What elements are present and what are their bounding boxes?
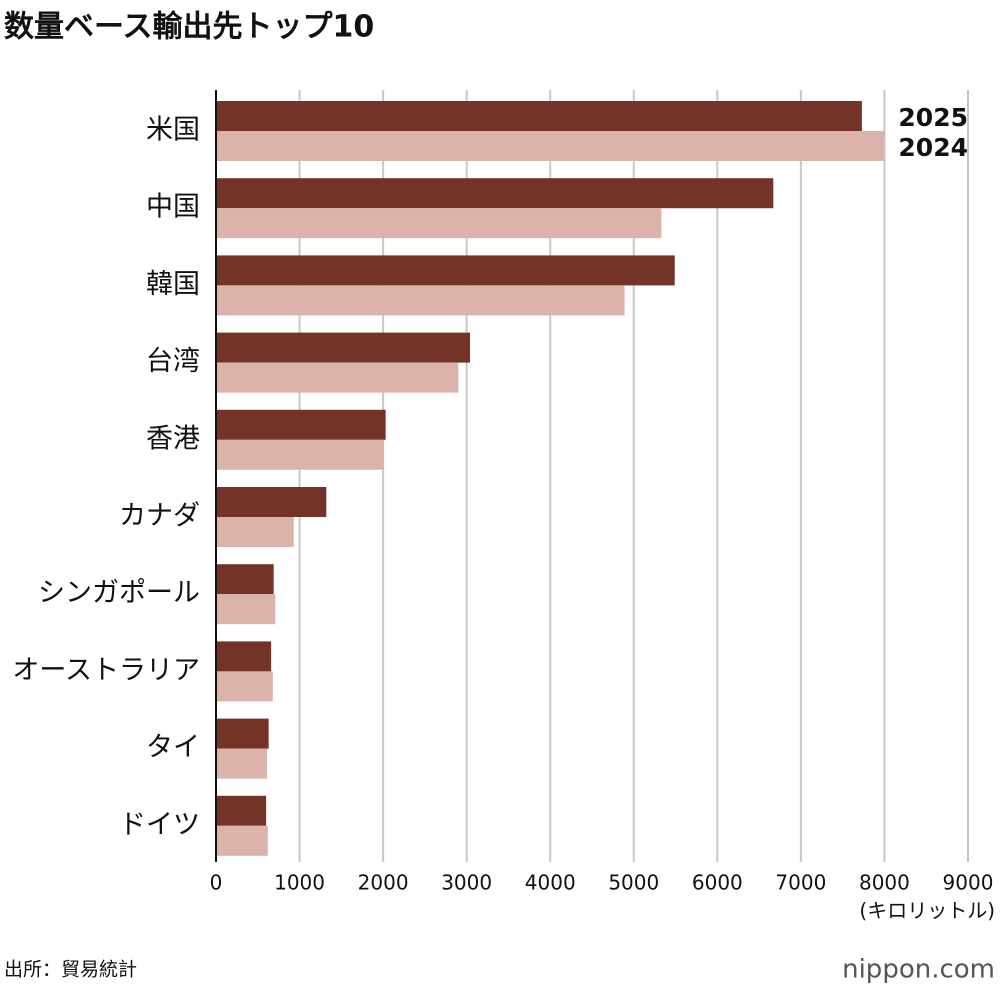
bar — [216, 718, 269, 749]
x-tick-label: 1000 — [274, 871, 325, 895]
x-tick-label: 4000 — [525, 871, 576, 895]
bar — [216, 255, 675, 286]
y-tick-label: タイ — [146, 732, 200, 763]
y-tick-label: 香港 — [146, 423, 200, 454]
x-tick-label: 8000 — [859, 871, 910, 895]
x-tick-label: 2000 — [358, 871, 409, 895]
legend-label: 2025 — [898, 103, 968, 132]
logo: nippon.com — [842, 955, 995, 985]
bar — [216, 671, 273, 702]
y-tick-label: カナダ — [119, 501, 200, 532]
x-tick-label: 3000 — [441, 871, 492, 895]
bar — [216, 517, 294, 547]
bar — [216, 641, 272, 672]
x-tick-label: 9000 — [943, 871, 994, 895]
y-tick-label: オーストラリア — [12, 655, 200, 686]
bar — [216, 748, 267, 779]
bar — [216, 594, 276, 625]
y-tick-label: 中国 — [146, 192, 200, 223]
bar — [216, 285, 625, 316]
x-tick-label: 6000 — [692, 871, 743, 895]
bar — [216, 409, 386, 440]
chart-title: 数量ベース輸出先トップ10 — [4, 10, 374, 45]
source: 出所：貿易統計 — [4, 959, 137, 981]
bar — [216, 101, 862, 131]
x-tick-label: 7000 — [775, 871, 826, 895]
y-tick-label: シンガポール — [38, 578, 200, 609]
bar — [216, 795, 267, 826]
bar — [216, 362, 459, 393]
x-tick-label: 0 — [210, 871, 223, 895]
bar — [216, 564, 274, 595]
bar — [216, 825, 268, 856]
y-tick-label: 台湾 — [146, 346, 200, 377]
bar — [216, 178, 774, 209]
y-tick-label: 米国 — [146, 115, 200, 146]
bar — [216, 332, 471, 363]
x-unit: (キロリットル) — [859, 899, 995, 923]
bar — [216, 487, 327, 517]
legend-label: 2024 — [898, 133, 968, 162]
x-tick-label: 5000 — [608, 871, 659, 895]
bar — [216, 439, 384, 470]
y-tick-label: 韓国 — [146, 269, 200, 300]
y-tick-label: ドイツ — [119, 809, 200, 840]
bar — [216, 131, 885, 161]
bar — [216, 208, 662, 239]
